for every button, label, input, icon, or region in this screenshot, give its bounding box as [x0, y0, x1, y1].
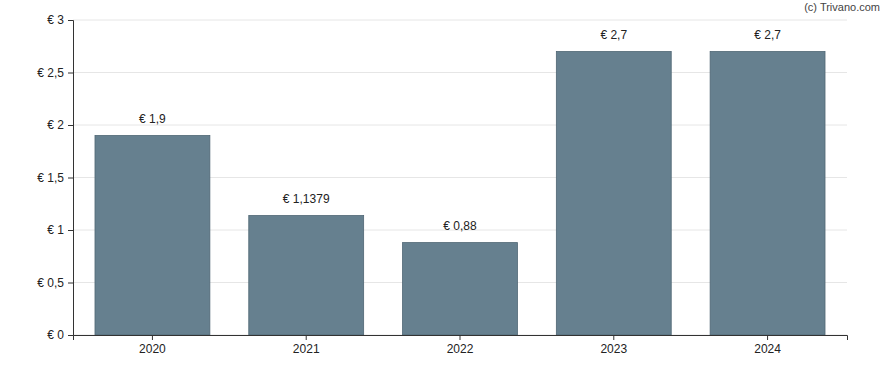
x-tick-label: 2022 [447, 342, 474, 356]
y-tick-mark [68, 178, 73, 179]
y-tick-label: € 1 [47, 223, 64, 237]
bar [249, 216, 364, 335]
data-label: € 1,9 [139, 112, 166, 126]
y-tick-mark [68, 283, 73, 284]
y-tick-label: € 0 [47, 328, 64, 342]
y-tick-mark [68, 20, 73, 21]
bar [710, 52, 825, 336]
y-tick-mark [68, 335, 73, 336]
y-tick-label: € 1,5 [37, 171, 64, 185]
y-axis: € 0 € 0,5 € 1 € 1,5 € 2 € 2,5 € 3 [37, 13, 73, 342]
bar [95, 136, 210, 336]
y-tick: € 1,5 [37, 171, 73, 185]
y-tick-mark [68, 230, 73, 231]
x-tick-mark [767, 335, 768, 340]
data-label: € 0,88 [443, 219, 477, 233]
chart: € 1,9 € 1,1379 € 0,88 € 2,7 € 2,7 € 0 € 0,5 € 1… [0, 0, 888, 370]
x-tick-label: 2021 [293, 342, 320, 356]
data-labels: € 1,9 € 1,1379 € 0,88 € 2,7 € 2,7 [139, 28, 781, 233]
x-axis: 2020 2021 2022 2023 2024 [74, 335, 848, 356]
bar [556, 52, 671, 336]
x-tick-mark [306, 335, 307, 340]
bar [403, 243, 518, 335]
x-tick-label: 2023 [600, 342, 627, 356]
y-tick: € 0,5 [37, 276, 73, 290]
x-tick-mark [613, 335, 614, 340]
y-tick-mark [68, 125, 73, 126]
x-tick: 2021 [293, 335, 320, 356]
x-axis-line [74, 336, 848, 341]
plot: € 1,9 € 1,1379 € 0,88 € 2,7 € 2,7 € 0 € 0,5 € 1… [37, 13, 847, 355]
y-tick: € 1 [47, 223, 73, 237]
bars [95, 52, 825, 336]
x-tick: 2024 [754, 335, 781, 356]
y-tick: € 2 [47, 118, 73, 132]
x-tick: 2023 [600, 335, 627, 356]
y-tick-label: € 0,5 [37, 276, 64, 290]
y-tick-label: € 3 [47, 13, 64, 27]
x-tick-label: 2024 [754, 342, 781, 356]
y-tick-label: € 2 [47, 118, 64, 132]
x-tick-mark [152, 335, 153, 340]
y-tick: € 2,5 [37, 66, 73, 80]
y-tick-label: € 2,5 [37, 66, 64, 80]
y-tick: € 3 [47, 13, 73, 27]
y-tick-mark [68, 73, 73, 74]
grid-line [73, 20, 847, 21]
data-label: € 2,7 [600, 28, 627, 42]
x-tick: 2022 [447, 335, 474, 356]
y-axis-line [68, 21, 74, 336]
x-tick-mark [460, 335, 461, 340]
y-tick: € 0 [47, 328, 73, 342]
data-label: € 2,7 [754, 28, 781, 42]
grid [73, 20, 847, 335]
x-tick: 2020 [139, 335, 166, 356]
data-label: € 1,1379 [283, 192, 330, 206]
credit: (c) Trivano.com [804, 1, 880, 13]
x-tick-label: 2020 [139, 342, 166, 356]
